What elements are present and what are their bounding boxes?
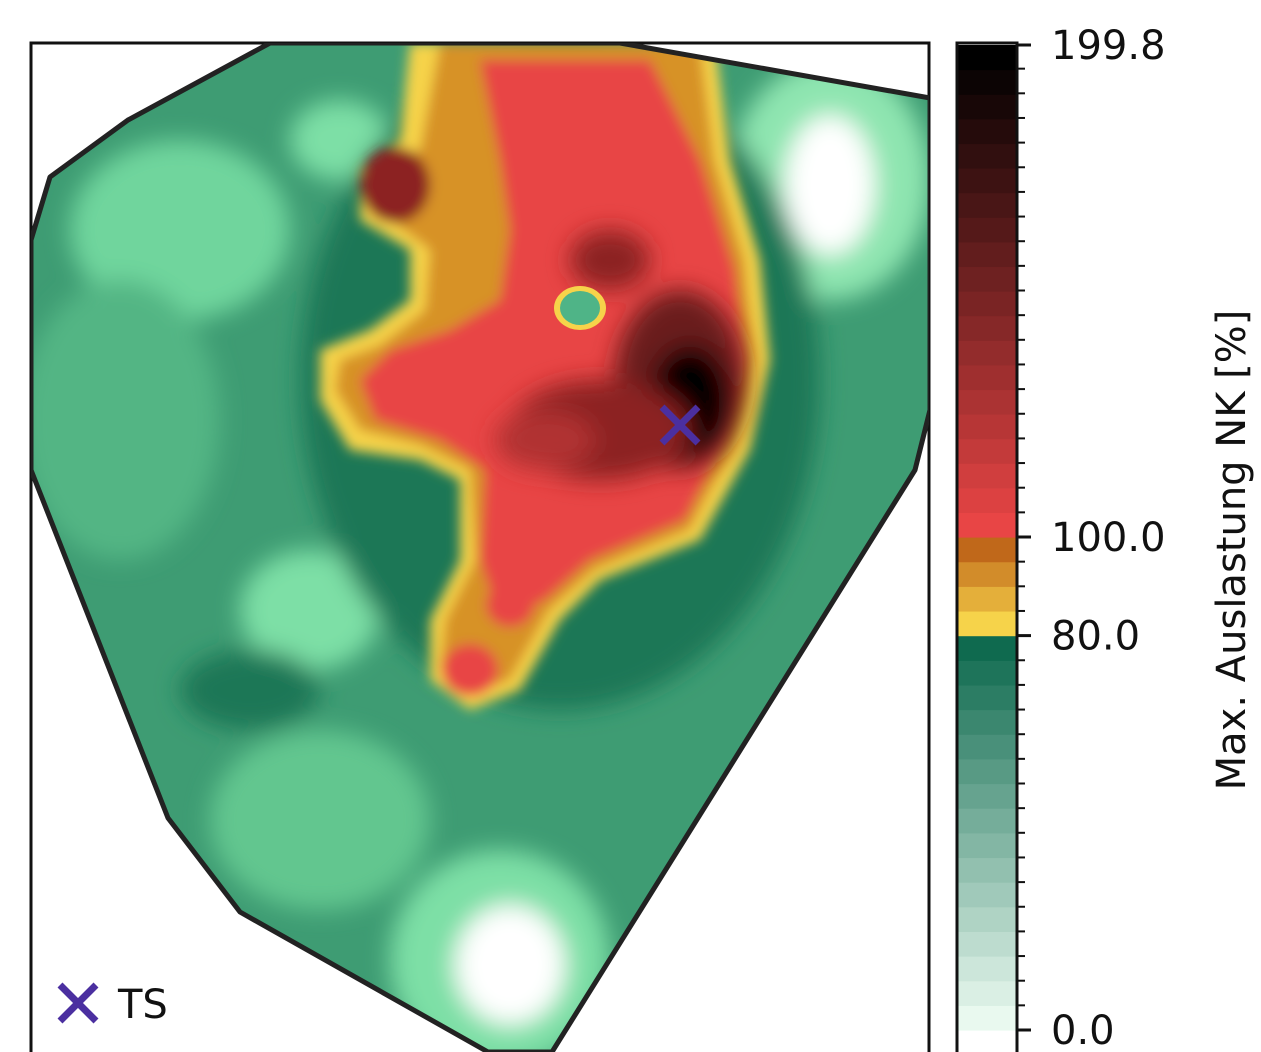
colorbar-band [957,808,1017,834]
colorbar-band [957,94,1017,120]
colorbar-band [957,635,1017,661]
colorbar-band [957,217,1017,243]
colorbar-band [957,487,1017,514]
colorbar-band [957,364,1017,391]
colorbar-frame [955,41,1019,1052]
colorbar-band [957,783,1017,809]
colorbar-band [957,610,1017,637]
colorbar-band [957,414,1017,440]
colorbar-band [957,684,1017,711]
colorbar-band [957,463,1017,489]
x-marker-icon [57,982,99,1024]
colorbar-band [957,857,1017,883]
colorbar-band [957,192,1017,218]
colorbar-tick-label: 199.8 [1051,23,1166,69]
region-boundary [31,43,929,1052]
colorbar-tick-label: 80.0 [1051,614,1140,660]
colorbar-band [957,315,1017,341]
colorbar-band [957,537,1017,563]
colorbar-band [957,906,1017,933]
colorbar-band [957,168,1017,194]
colorbar-band [957,931,1017,957]
colorbar-band [957,45,1017,71]
legend: TS [57,982,168,1028]
colorbar-band [957,266,1017,292]
colorbar-band [957,389,1017,415]
colorbar-band [957,956,1017,982]
legend-label-ts: TS [117,982,168,1028]
colorbar-band [957,586,1017,612]
colorbar-band [957,340,1017,366]
colorbar-band [957,709,1017,735]
colorbar-band [957,143,1017,169]
colorbar-band [957,241,1017,268]
colorbar-band [957,980,1017,1006]
colorbar-title: Max. Auslastung NK [%] [1209,310,1255,791]
colorbar-tick-label: 100.0 [1051,515,1166,561]
colorbar: 199.8 100.0 80.0 0.0 Max. Auslastung NK [%] [955,23,1255,1052]
colorbar-band [957,291,1017,317]
colorbar-band [957,660,1017,686]
colorbar-band [957,512,1017,538]
colorbar-band [957,561,1017,587]
colorbar-tick-label: 0.0 [1051,1008,1115,1052]
colorbar-band [957,118,1017,145]
colorbar-band [957,832,1017,859]
colorbar-band [957,438,1017,464]
ts-marker-icon [659,404,701,446]
colorbar-band [957,758,1017,785]
colorbar-band [957,69,1017,95]
colorbar-band [957,882,1017,908]
colorbar-band [957,734,1017,760]
colorbar-band [957,1005,1017,1031]
